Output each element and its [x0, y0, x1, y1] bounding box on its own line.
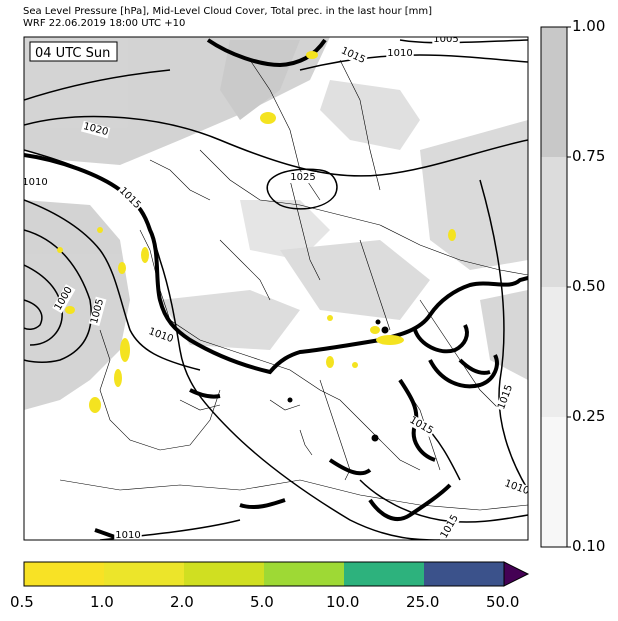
isobar-label-group: 1015 1010 1005 1020 1010 1015 1000 1005 …	[22, 34, 528, 541]
isobar-label-bg	[495, 382, 516, 412]
isobar-label-bg	[502, 477, 528, 498]
precip-colorbar-tick: 2.0	[170, 593, 194, 611]
map-frame	[23, 36, 529, 541]
isobar-label-bg	[386, 48, 414, 59]
cloud-colorbar-segment	[541, 157, 567, 287]
cloud-colorbar-tick: 1.00	[572, 17, 606, 35]
isobar-label-bg	[438, 512, 462, 540]
precip-colorbar-tick: 0.5	[10, 593, 34, 611]
cloud-cover-shading	[24, 37, 528, 410]
precip-colorbar-segment	[344, 562, 424, 586]
precip-colorbar-segment	[264, 562, 344, 586]
cloud-colorbar-tick: 0.75	[572, 147, 606, 165]
highlighted-isobars	[24, 38, 528, 540]
isobar-label: 1010	[115, 530, 140, 541]
precip-colorbar-tick: 1.0	[90, 593, 114, 611]
isobar-label-bg	[80, 120, 111, 139]
precip-colorbar-segment	[424, 562, 504, 586]
isobar-label-bg	[406, 414, 436, 438]
cloud-colorbar-segment	[541, 417, 567, 547]
isobar-label-bg	[52, 284, 76, 314]
isobar-label-bg	[146, 325, 176, 346]
precip-colorbar	[23, 561, 530, 587]
isobar-label-bg	[88, 296, 107, 327]
isobars	[24, 39, 528, 540]
map-title: Sea Level Pressure [hPa], Mid-Level Clou…	[23, 6, 433, 17]
cloud-colorbar-tick: 0.25	[572, 407, 606, 425]
precip-colorbar-segment	[24, 562, 104, 586]
isobar-label-bg	[289, 172, 317, 183]
cloud-colorbar-segment	[541, 287, 567, 417]
precipitation-patches	[57, 51, 456, 413]
isobar-label: 1010	[387, 48, 412, 59]
city-markers	[287, 319, 389, 442]
model-run-label: WRF 22.06.2019 18:00 UTC +10	[23, 18, 186, 29]
map-panel: 1015 1010 1005 1020 1010 1015 1000 1005 …	[22, 34, 528, 541]
coastlines	[59, 59, 528, 511]
precip-colorbar-extend-arrow	[503, 561, 530, 587]
precip-colorbar-tick: 5.0	[250, 593, 274, 611]
precip-colorbar-segment	[104, 562, 184, 586]
time-label-box	[29, 41, 118, 62]
isobar-label: 1005	[433, 34, 458, 45]
precip-colorbar-segment	[184, 562, 264, 586]
time-label: 04 UTC Sun	[35, 46, 110, 61]
isobar-label-bg	[432, 37, 460, 45]
isobar-label-bg	[338, 44, 368, 67]
isobar-label-bg	[116, 184, 144, 212]
cloud-colorbar-segment	[541, 27, 567, 157]
precip-colorbar-tick: 10.0	[326, 593, 360, 611]
cloud-cover-colorbar	[540, 26, 571, 548]
isobar-label-bg	[114, 530, 142, 540]
precip-colorbar-tick: 25.0	[406, 593, 440, 611]
isobar-label-bg	[24, 177, 49, 188]
precip-colorbar-frame	[23, 561, 505, 587]
isobar-label: 1010	[22, 177, 47, 188]
precip-colorbar-tick: 50.0	[486, 593, 520, 611]
isobar-label: 1025	[290, 172, 315, 183]
cloud-colorbar-tick: 0.50	[572, 277, 606, 295]
cloud-colorbar-tick: 0.10	[572, 537, 606, 555]
